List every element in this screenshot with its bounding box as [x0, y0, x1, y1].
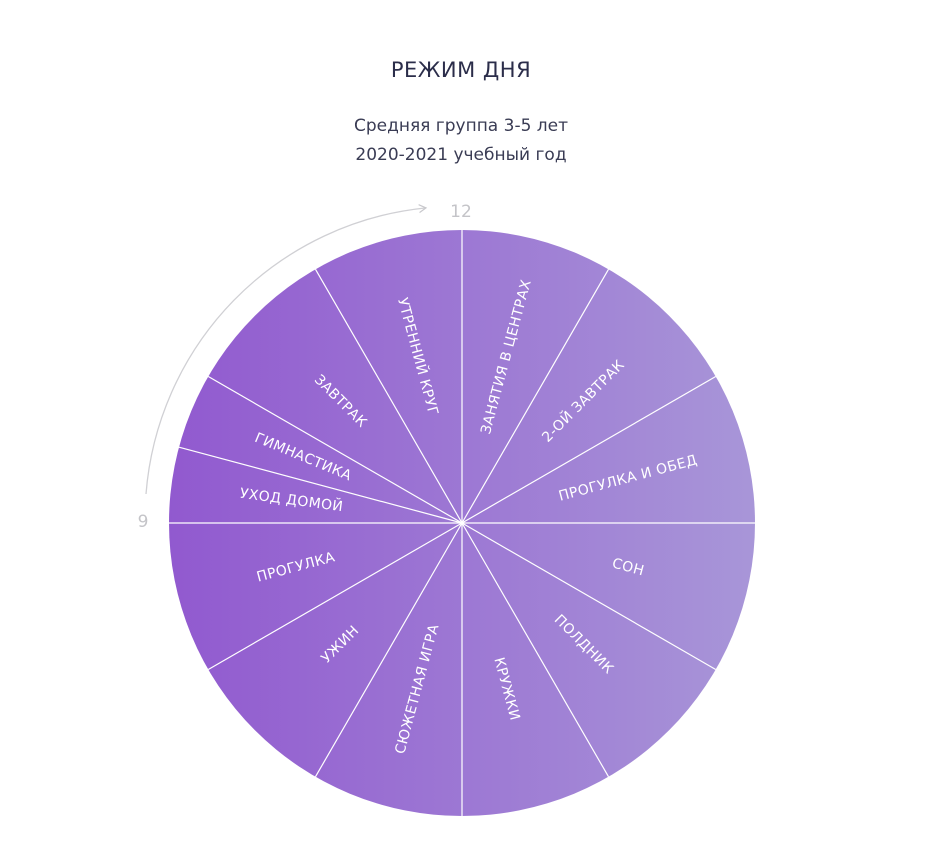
hour-label-12: 12	[450, 202, 472, 222]
segment-divider	[178, 446, 463, 524]
segment-divider	[461, 522, 717, 671]
segment-divider	[314, 522, 463, 778]
segment-divider	[314, 268, 463, 524]
time-arrow	[145, 208, 425, 495]
subtitle: Средняя группа 3-5 лет 2020-2021 учебный…	[0, 112, 922, 170]
segment-dividers	[169, 230, 755, 816]
hour-label-9: 9	[138, 512, 149, 532]
segment-divider	[207, 375, 463, 524]
subtitle-year: 2020-2021 учебный год	[355, 145, 567, 165]
page-title: РЕЖИМ ДНЯ	[390, 58, 532, 82]
segment-divider	[207, 522, 463, 671]
subtitle-group: Средняя группа 3-5 лет	[353, 116, 569, 136]
segment-divider	[461, 375, 717, 524]
segment-divider	[461, 268, 610, 524]
segment-divider	[461, 522, 610, 778]
